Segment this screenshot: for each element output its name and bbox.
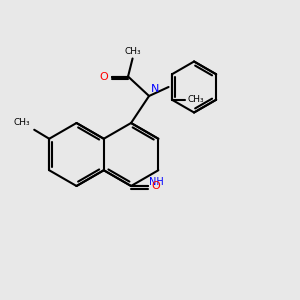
Text: N: N	[151, 85, 159, 94]
Text: O: O	[99, 71, 108, 82]
Text: CH₃: CH₃	[188, 95, 205, 104]
Text: CH₃: CH₃	[14, 118, 31, 127]
Text: NH: NH	[149, 177, 164, 187]
Text: O: O	[151, 181, 160, 191]
Text: CH₃: CH₃	[124, 46, 141, 56]
